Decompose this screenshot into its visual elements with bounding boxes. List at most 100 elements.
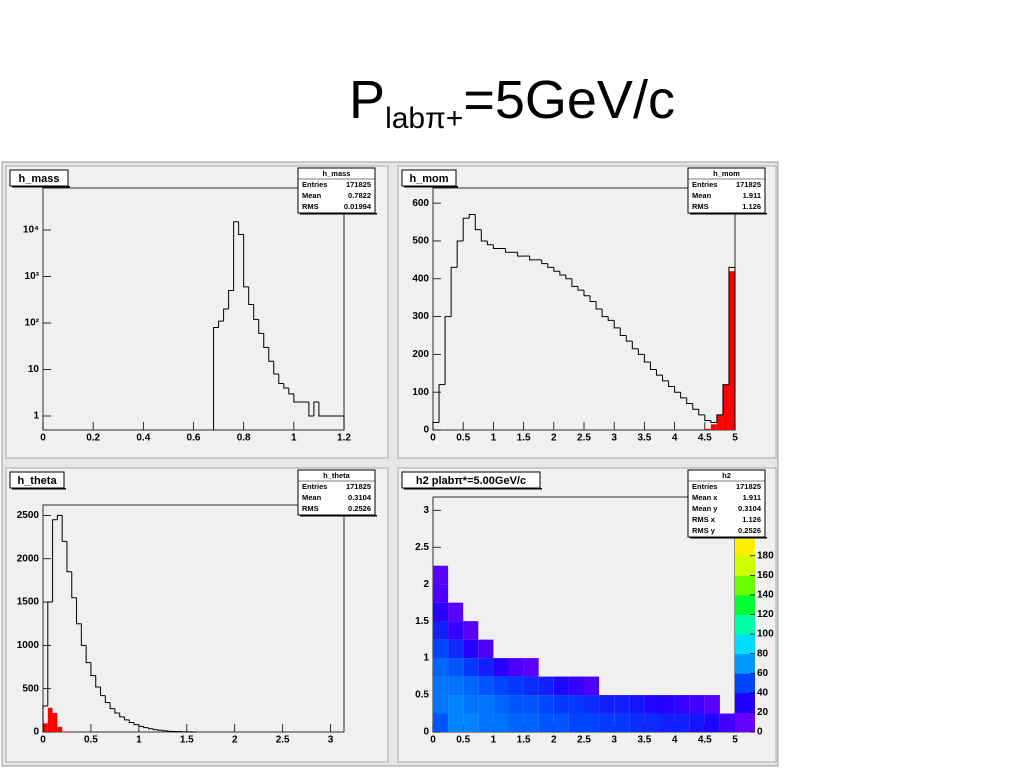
bin [444, 316, 452, 385]
x-tick-label: 2 [232, 735, 238, 746]
x-tick-label: 1 [491, 735, 497, 746]
palette-step [735, 712, 755, 733]
x-tick-label: 2.5 [577, 433, 591, 444]
x-tick-label: 5 [732, 433, 738, 444]
bin [613, 320, 621, 329]
bin [248, 286, 254, 305]
bin [308, 402, 314, 417]
bin [263, 333, 269, 348]
cell [478, 713, 494, 732]
bin [607, 316, 615, 321]
cell [584, 695, 600, 714]
z-tick-label: 60 [757, 668, 769, 679]
bin [722, 384, 729, 415]
bin [52, 519, 58, 603]
stats-title: h_mom [713, 169, 740, 178]
bin [318, 402, 324, 417]
stats-shadow [690, 213, 767, 215]
x-tick-label: 1 [291, 433, 297, 444]
y-tick-label: 10³ [25, 271, 40, 282]
bin [668, 380, 675, 388]
stats-label: RMS y [692, 526, 716, 535]
bin [80, 623, 87, 646]
palette-step [735, 575, 755, 596]
z-tick-label: 120 [757, 609, 774, 620]
cell [659, 695, 675, 714]
y-tick-label: 1500 [17, 597, 40, 608]
cell [553, 713, 569, 732]
x-tick-label: 3 [328, 735, 334, 746]
x-tick-label: 0.2 [86, 433, 100, 444]
y-tick-label: 300 [412, 311, 429, 322]
cell [463, 695, 479, 714]
bin [119, 712, 125, 718]
cell [704, 713, 720, 732]
z-tick-label: 180 [757, 550, 774, 561]
bin [589, 295, 597, 302]
bin [438, 384, 446, 423]
stats-label: RMS [302, 202, 319, 211]
bin [66, 541, 72, 573]
cell [508, 695, 524, 714]
palette-step [735, 692, 755, 713]
y-tick-label: 600 [412, 198, 429, 209]
bin [517, 252, 524, 257]
bin [253, 304, 259, 320]
bin [268, 347, 274, 362]
y-tick-label: 1.5 [415, 616, 429, 627]
cell [448, 713, 464, 732]
cell [568, 713, 584, 732]
y-tick-label: 2000 [17, 553, 40, 564]
cell [448, 639, 464, 659]
y-tick-label: 1 [423, 653, 429, 664]
z-tick-label: 20 [757, 707, 769, 718]
palette-step [735, 594, 755, 615]
stats-label: RMS [692, 202, 709, 211]
stats-label: RMS [302, 504, 319, 513]
cell [433, 676, 449, 696]
cell [523, 658, 539, 677]
x-tick-label: 3 [611, 433, 617, 444]
z-tick-label: 80 [757, 648, 769, 659]
cell [674, 713, 690, 732]
cell [433, 639, 449, 659]
x-tick-label: 0.6 [187, 433, 201, 444]
bin [468, 213, 476, 219]
cell [433, 695, 449, 714]
cell [538, 695, 554, 714]
z-tick-label: 140 [757, 590, 774, 601]
y-tick-label: 200 [412, 349, 429, 360]
stats-box [687, 167, 766, 214]
chart-title: h_mass [19, 173, 60, 185]
cell [463, 639, 479, 659]
stats-label: Entries [302, 180, 327, 189]
bin [577, 286, 584, 291]
y-tick-label: 500 [412, 236, 429, 247]
cell [508, 713, 524, 732]
y-tick-label: 3 [423, 505, 429, 516]
bin [643, 354, 651, 363]
y-tick-label: 500 [22, 683, 39, 694]
cell [553, 695, 569, 714]
stats-value: 0.3104 [348, 493, 372, 502]
cell [644, 713, 660, 732]
title-sub: labπ+ [385, 102, 463, 135]
stats-shadow [300, 213, 377, 215]
x-tick-label: 4 [672, 433, 678, 444]
bin [338, 415, 345, 430]
cell [523, 676, 539, 696]
bin [601, 309, 609, 318]
palette-step [735, 614, 755, 635]
stats-value: 1.911 [743, 191, 761, 200]
x-tick-label: 0.4 [136, 433, 150, 444]
palette-step [735, 536, 755, 557]
x-tick-label: 1.5 [517, 735, 531, 746]
z-tick-label: 40 [757, 687, 769, 698]
cell [463, 713, 479, 732]
bin [90, 662, 96, 677]
bin [238, 221, 244, 236]
bin [213, 327, 219, 430]
x-tick-label: 1.5 [180, 735, 194, 746]
plot-frame [42, 187, 345, 431]
palette-step [735, 634, 755, 655]
